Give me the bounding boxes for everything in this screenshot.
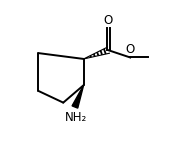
Text: NH₂: NH₂ [64, 111, 87, 124]
Text: O: O [126, 43, 135, 56]
Text: O: O [104, 14, 113, 27]
Polygon shape [72, 85, 84, 108]
